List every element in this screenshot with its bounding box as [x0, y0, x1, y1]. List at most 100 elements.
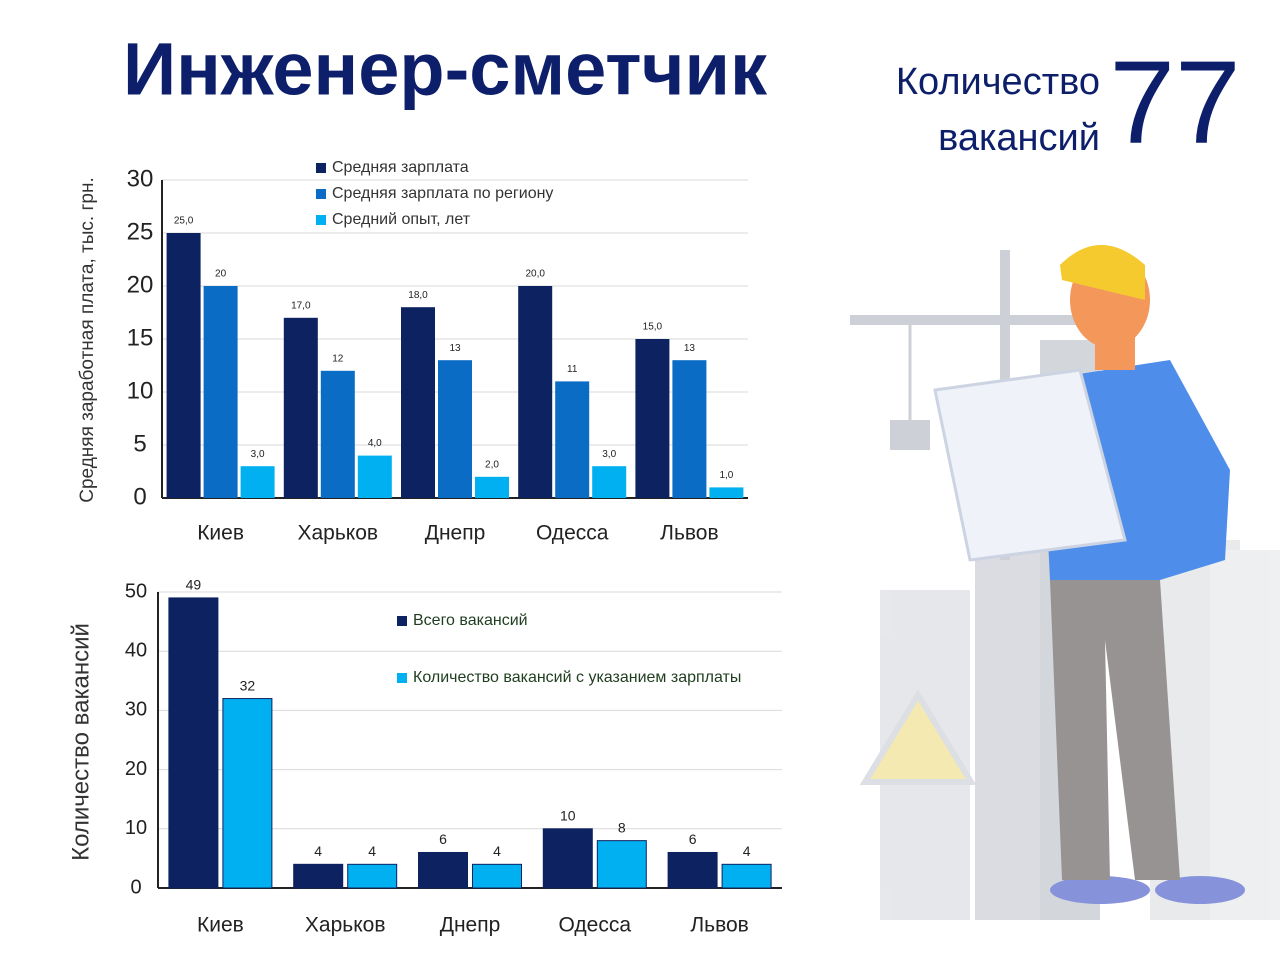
trousers — [1050, 580, 1180, 880]
bar — [592, 466, 627, 498]
legend-label: Средняя зарплата по региону — [332, 185, 553, 202]
blueprint — [933, 368, 1127, 562]
bar — [518, 286, 553, 498]
data-label: 4 — [314, 843, 322, 859]
bar — [542, 828, 593, 889]
y-tick-label: 20 — [127, 271, 154, 298]
y-tick-label: 0 — [130, 876, 141, 898]
data-label: 6 — [689, 831, 697, 847]
y-tick-label: 10 — [125, 817, 147, 839]
legend-label: Всего вакансий — [413, 612, 528, 629]
bar — [555, 381, 590, 498]
y-tick-label: 30 — [125, 699, 147, 721]
data-label: 20 — [215, 269, 227, 280]
data-label: 13 — [449, 343, 461, 354]
data-label: 15,0 — [643, 322, 663, 333]
shoe — [1155, 876, 1245, 904]
y-axis-label: Средняя заработная плата, тыс. грн. — [77, 177, 98, 502]
helmet — [1060, 245, 1145, 300]
bar — [222, 698, 273, 889]
bar — [672, 360, 707, 498]
x-tick-label: Харьков — [298, 522, 379, 545]
bar — [240, 466, 275, 498]
x-tick-label: Одесса — [559, 914, 632, 937]
legend-swatch — [397, 673, 407, 683]
bar — [472, 863, 522, 889]
bar — [418, 851, 468, 889]
bar — [203, 286, 238, 498]
legend-label: Средний опыт, лет — [332, 211, 471, 228]
data-label: 10 — [560, 808, 576, 824]
x-tick-label: Киев — [197, 522, 244, 545]
data-label: 4,0 — [368, 438, 382, 449]
legend-label: Количество вакансий с указанием зарплаты — [413, 669, 741, 686]
bar — [357, 455, 392, 498]
x-tick-label: Харьков — [305, 914, 386, 937]
x-tick-label: Днепр — [425, 522, 486, 545]
data-label: 12 — [332, 353, 344, 364]
data-label: 18,0 — [408, 290, 428, 301]
y-tick-label: 50 — [125, 580, 147, 602]
bar — [438, 360, 472, 498]
page-title: Инженер-сметчик — [123, 28, 768, 111]
data-label: 3,0 — [251, 449, 265, 460]
data-label: 49 — [186, 577, 202, 593]
y-tick-label: 10 — [127, 377, 154, 404]
data-label: 4 — [493, 843, 501, 859]
data-label: 1,0 — [719, 470, 733, 481]
legend-swatch — [316, 215, 326, 225]
data-label: 11 — [567, 364, 578, 375]
data-label: 4 — [743, 843, 751, 859]
bar — [596, 840, 647, 889]
bar — [283, 317, 318, 498]
x-tick-label: Киев — [197, 914, 244, 937]
bar — [347, 863, 398, 889]
y-tick-label: 20 — [125, 758, 147, 780]
y-tick-label: 40 — [125, 639, 147, 661]
data-label: 25,0 — [174, 216, 194, 227]
x-tick-label: Львов — [690, 914, 748, 937]
bar — [709, 487, 744, 498]
warning-sign — [859, 689, 977, 785]
y-tick-label: 5 — [133, 430, 146, 457]
data-label: 20,0 — [525, 269, 545, 280]
y-tick-label: 30 — [127, 165, 154, 192]
y-tick-label: 15 — [127, 324, 154, 351]
x-tick-label: Днепр — [440, 914, 501, 937]
bar — [401, 307, 435, 498]
data-label: 4 — [368, 843, 376, 859]
y-axis-label: Количество вакансий — [67, 623, 94, 861]
bar — [667, 851, 718, 889]
legend-swatch — [316, 163, 326, 173]
data-label: 13 — [684, 343, 696, 354]
bar — [635, 339, 670, 498]
illustration — [850, 245, 1280, 920]
crane-load — [890, 420, 930, 450]
bar — [293, 863, 344, 889]
data-label: 3,0 — [602, 449, 616, 460]
data-label: 6 — [439, 831, 447, 847]
data-label: 17,0 — [291, 300, 311, 311]
data-label: 2,0 — [485, 459, 499, 470]
bar — [168, 597, 219, 889]
legend-swatch — [316, 189, 326, 199]
bar — [320, 370, 355, 498]
legend-label: Средняя зарплата — [332, 159, 469, 176]
bar — [475, 476, 509, 498]
bar — [166, 233, 201, 498]
vacancies-label: вакансий — [938, 117, 1100, 159]
data-label: 8 — [618, 819, 626, 835]
vacancies-count: 77 — [1109, 37, 1240, 169]
legend-swatch — [397, 616, 407, 626]
y-tick-label: 0 — [133, 483, 146, 510]
vacancies-label: Количество — [896, 61, 1100, 103]
y-tick-label: 25 — [127, 218, 154, 245]
building — [1210, 550, 1280, 920]
bar — [721, 863, 772, 889]
shoe — [1050, 876, 1150, 904]
data-label: 32 — [240, 677, 256, 693]
x-tick-label: Львов — [660, 522, 718, 545]
x-tick-label: Одесса — [536, 522, 609, 545]
